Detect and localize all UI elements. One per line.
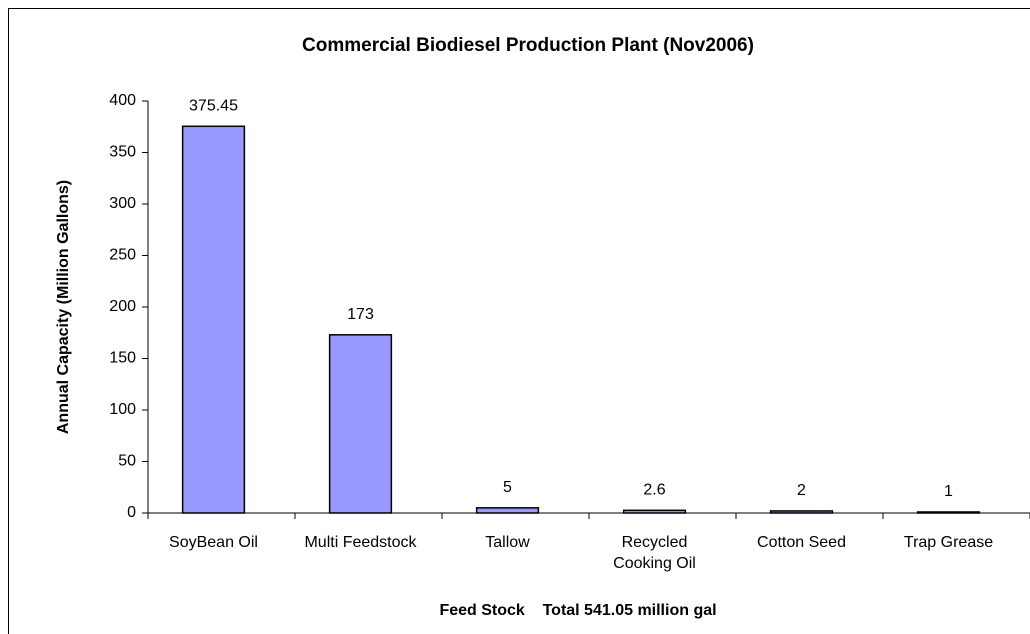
chart-frame	[8, 8, 1030, 634]
data-label: 2.6	[643, 482, 665, 499]
bar	[622, 509, 687, 514]
bar	[181, 125, 246, 514]
x-tick-label: Cotton Seed	[757, 534, 846, 551]
bar	[475, 507, 540, 514]
y-tick-label: 400	[109, 92, 136, 109]
data-label: 5	[503, 479, 512, 496]
bar	[769, 510, 834, 514]
data-label: 1	[944, 483, 953, 500]
x-tick-label: SoyBean Oil	[169, 534, 258, 551]
data-label: 173	[347, 306, 374, 323]
bar	[328, 334, 393, 514]
y-tick-label: 0	[127, 504, 136, 521]
x-tick-label: Recycled Cooking Oil	[613, 534, 696, 572]
y-tick-label: 100	[109, 401, 136, 418]
data-label: 2	[797, 482, 806, 499]
x-axis-title: Feed Stock Total 541.05 million gal	[439, 602, 716, 619]
y-tick-label: 250	[109, 247, 136, 264]
data-label: 375.45	[189, 98, 238, 115]
x-tick-label: Multi Feedstock	[304, 534, 417, 551]
x-tick-label: Tallow	[485, 534, 530, 551]
y-tick-label: 200	[109, 298, 136, 315]
y-tick-label: 50	[118, 453, 136, 470]
y-axis-title: Annual Capacity (Million Gallons)	[55, 180, 72, 434]
y-tick-label: 300	[109, 195, 136, 212]
chart-title: Commercial Biodiesel Production Plant (N…	[302, 35, 754, 56]
y-tick-label: 350	[109, 144, 136, 161]
y-tick-label: 150	[109, 350, 136, 367]
x-tick-label: Trap Grease	[904, 534, 993, 551]
bar	[916, 511, 981, 514]
